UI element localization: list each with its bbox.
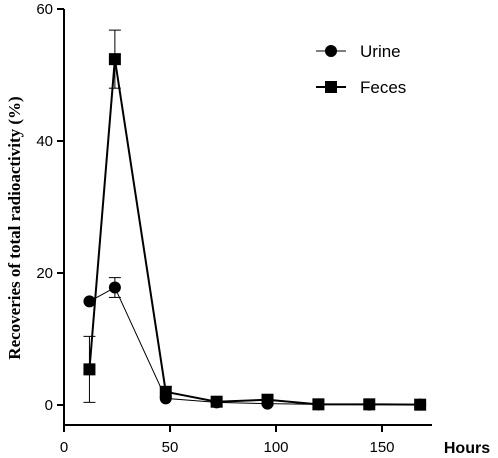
series-feces [83, 29, 427, 411]
data-point-feces [363, 398, 376, 411]
y-tick-label: 20 [36, 265, 53, 282]
x-tick-label: 100 [263, 439, 288, 456]
x-tick-label: 150 [369, 439, 394, 456]
axes: 0 20 40 60 0 50 100 150 [36, 1, 432, 456]
legend: Urine Feces [316, 42, 406, 97]
legend-marker-urine [325, 45, 337, 57]
legend-label-urine: Urine [360, 42, 401, 61]
legend-item-feces: Feces [316, 78, 406, 97]
y-tick-label: 60 [36, 1, 53, 18]
legend-item-urine: Urine [316, 42, 401, 61]
data-point-urine [83, 295, 96, 308]
data-point-feces [83, 363, 96, 376]
series-line-urine [89, 286, 421, 406]
data-point-feces [159, 385, 172, 398]
data-point-urine [108, 281, 121, 294]
data-point-feces [210, 395, 223, 408]
x-tick-label: 50 [162, 439, 179, 456]
y-axis-title: Recoveries of total radioactivity (%) [5, 96, 24, 359]
legend-marker-feces [325, 81, 337, 93]
data-point-feces [261, 393, 274, 406]
series-urine [83, 277, 427, 411]
y-tick-label: 0 [45, 397, 53, 414]
data-point-feces [108, 53, 121, 66]
x-axis-title: Hours [444, 440, 490, 457]
legend-label-feces: Feces [360, 78, 406, 97]
series-layer [83, 29, 427, 411]
data-point-feces [312, 398, 325, 411]
x-tick-label: 0 [60, 439, 68, 456]
data-point-feces [414, 398, 427, 411]
series-line-feces [88, 59, 421, 406]
y-tick-label: 40 [36, 133, 53, 150]
